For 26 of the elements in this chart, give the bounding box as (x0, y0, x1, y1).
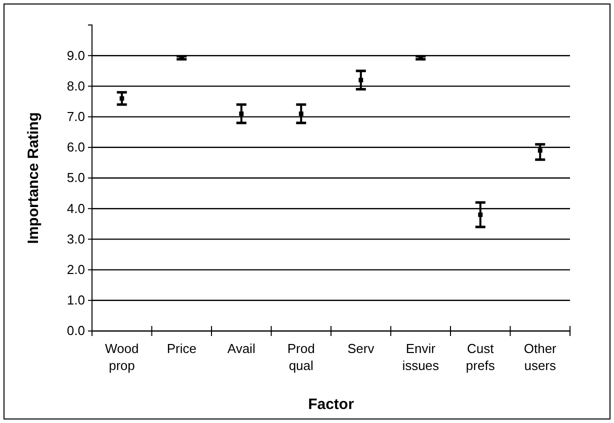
y-tick-label: 0.0 (66, 323, 85, 338)
x-tick-label: Other users (524, 341, 558, 373)
x-tick-label: Cust prefs (466, 341, 496, 373)
point (239, 112, 244, 116)
y-tick-label: 7.0 (66, 108, 85, 124)
point (358, 78, 364, 82)
point (120, 96, 124, 101)
x-tick-label: Wood prop (105, 341, 139, 373)
x-axis-title: Factor (308, 396, 354, 413)
point (478, 212, 483, 217)
x-tick-label: Price (166, 341, 196, 356)
point (538, 148, 542, 153)
y-tick-label: 3.0 (66, 231, 85, 246)
y-tick-label: 6.0 (66, 140, 85, 155)
y-tick-label: 5.0 (66, 170, 85, 186)
y-tick-label: 2.0 (66, 262, 85, 277)
x-tick-label: Serv (348, 341, 375, 356)
point (298, 112, 304, 116)
x-tick-label: Avail (227, 341, 256, 356)
y-axis-title: Importance Rating (25, 112, 42, 244)
x-tick-label: Envir issues (402, 341, 440, 373)
y-tick-label: 9.0 (66, 48, 85, 63)
y-tick-label: 8.0 (66, 78, 85, 94)
x-tick-label: Prod qual (287, 341, 315, 373)
y-tick-label: 1.0 (66, 292, 85, 308)
y-tick-label: 4.0 (66, 200, 85, 216)
